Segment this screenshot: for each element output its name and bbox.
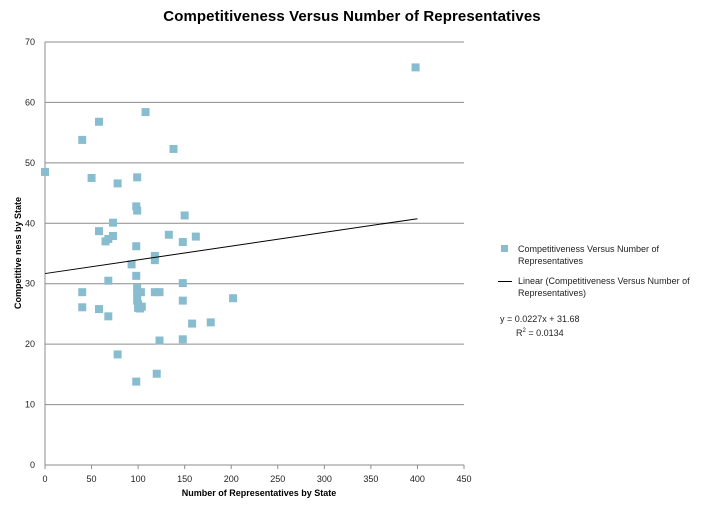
axes [44, 42, 465, 469]
legend-item-series: Competitiveness Versus Number of Represe… [498, 243, 702, 267]
trendline [44, 218, 418, 275]
data-point-30 [141, 108, 150, 117]
legend: Competitiveness Versus Number of Represe… [498, 243, 702, 307]
data-points [41, 63, 420, 386]
data-point-37 [152, 369, 161, 378]
data-point-9 [104, 234, 113, 243]
data-point-6 [95, 227, 104, 236]
data-point-38 [164, 230, 173, 239]
data-point-5 [78, 303, 87, 312]
r-squared-text: R2 = 0.0134 [500, 325, 580, 339]
legend-label-trendline: Linear (Competitiveness Versus Number of… [518, 276, 690, 298]
data-point-10 [104, 276, 113, 285]
data-point-15 [113, 350, 122, 359]
data-point-33 [150, 256, 159, 265]
data-point-2 [87, 173, 96, 182]
y-tick-label-10: 10 [25, 400, 35, 410]
gridlines [45, 41, 464, 406]
legend-item-trendline: Linear (Competitiveness Versus Number of… [498, 275, 702, 299]
y-tick-labels: 0 10 20 30 40 50 60 70 [25, 37, 35, 470]
y-tick-label-40: 40 [25, 218, 35, 228]
legend-label-series: Competitiveness Versus Number of Represe… [518, 244, 660, 266]
data-point-20 [133, 173, 142, 182]
data-point-0 [41, 167, 49, 176]
data-point-16 [127, 260, 136, 269]
y-tick-label-20: 20 [25, 339, 35, 349]
r-squared-value: = 0.0134 [525, 328, 564, 338]
data-point-47 [206, 318, 215, 327]
data-point-41 [180, 211, 189, 220]
data-point-12 [108, 218, 117, 227]
x-tick-label-450: 450 [456, 474, 471, 484]
x-tick-label-200: 200 [224, 474, 239, 484]
data-point-46 [191, 232, 200, 241]
data-point-39 [169, 144, 178, 153]
x-tick-label-50: 50 [87, 474, 97, 484]
data-point-35 [155, 288, 164, 297]
data-point-19 [132, 271, 141, 280]
x-tick-label-100: 100 [131, 474, 146, 484]
trendline-group [44, 218, 418, 275]
data-point-44 [178, 335, 187, 344]
x-tick-label-300: 300 [317, 474, 332, 484]
data-point-45 [188, 319, 197, 328]
data-point-43 [178, 296, 187, 305]
x-tick-label-250: 250 [270, 474, 285, 484]
data-point-1 [78, 135, 87, 144]
data-point-21 [133, 206, 142, 215]
legend-marker-line [498, 281, 512, 282]
data-point-29 [137, 302, 146, 311]
data-point-40 [178, 238, 187, 247]
data-point-34 [150, 288, 159, 297]
data-point-28 [136, 288, 145, 297]
data-point-11 [104, 312, 113, 321]
y-tick-label-0: 0 [30, 460, 35, 470]
data-point-32 [150, 251, 159, 260]
trendline-equation: y = 0.0227x + 31.68 R2 = 0.0134 [500, 313, 580, 339]
y-tick-label-70: 70 [25, 37, 35, 47]
data-point-17 [132, 202, 141, 211]
x-tick-labels: 0 50 100 150 200 250 300 350 400 450 [42, 474, 471, 484]
data-point-7 [95, 305, 104, 314]
x-tick-label-0: 0 [42, 474, 47, 484]
x-tick-label-350: 350 [363, 474, 378, 484]
y-tick-label-50: 50 [25, 158, 35, 168]
data-point-31 [132, 377, 141, 386]
data-point-49 [411, 63, 420, 72]
r-squared-exponent: 2 [522, 328, 526, 334]
y-tick-label-30: 30 [25, 279, 35, 289]
x-tick-label-150: 150 [177, 474, 192, 484]
y-axis-label: Competitive ness by State [13, 197, 23, 309]
data-point-14 [113, 179, 122, 188]
x-axis-label: Number of Representatives by State [182, 488, 337, 498]
data-point-48 [229, 294, 238, 303]
x-tick-label-400: 400 [410, 474, 425, 484]
data-point-42 [178, 279, 187, 288]
data-point-36 [155, 336, 164, 345]
legend-marker-square [501, 245, 508, 252]
equation-text: y = 0.0227x + 31.68 [500, 314, 580, 324]
data-point-4 [78, 288, 87, 297]
data-point-18 [132, 242, 141, 251]
data-point-13 [108, 231, 117, 240]
data-point-22 [133, 283, 142, 292]
y-tick-label-60: 60 [25, 97, 35, 107]
r-squared-symbol: R [516, 328, 523, 338]
chart-title: Competitiveness Versus Number of Represe… [163, 8, 541, 25]
data-point-3 [95, 117, 104, 126]
